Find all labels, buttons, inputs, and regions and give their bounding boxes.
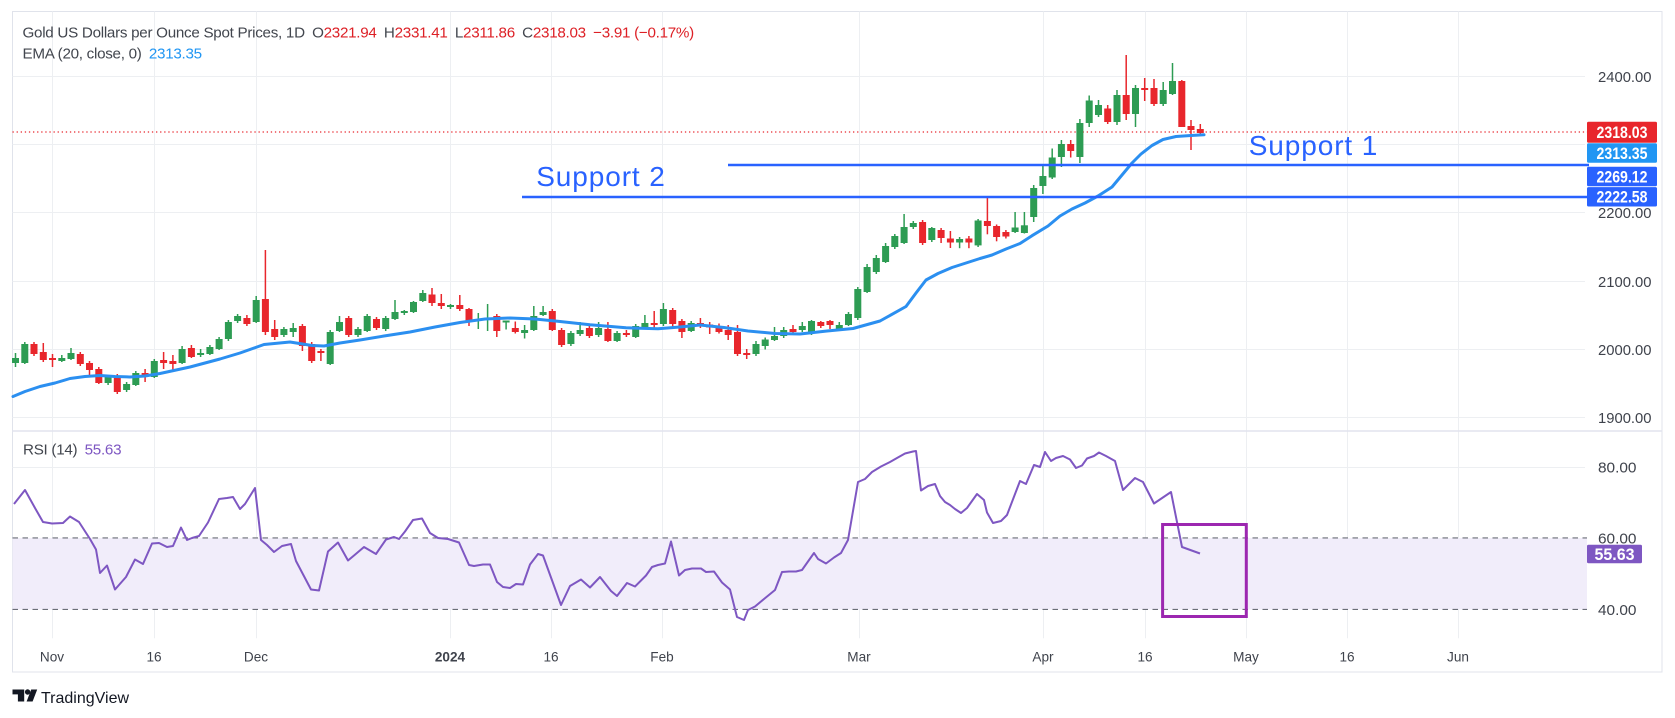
svg-text:Support 1: Support 1 — [1249, 130, 1379, 161]
svg-text:1900.00: 1900.00 — [1598, 410, 1652, 427]
svg-text:2024: 2024 — [435, 650, 466, 665]
svg-text:16: 16 — [146, 650, 161, 665]
svg-text:2000.00: 2000.00 — [1598, 342, 1652, 359]
svg-text:2100.00: 2100.00 — [1598, 274, 1652, 291]
svg-text:2318.03: 2318.03 — [1597, 124, 1648, 142]
svg-text:2200.00: 2200.00 — [1598, 205, 1652, 222]
svg-text:40.00: 40.00 — [1598, 602, 1637, 619]
svg-text:TradingView: TradingView — [41, 690, 129, 707]
svg-text:80.00: 80.00 — [1598, 460, 1637, 477]
svg-text:Support 2: Support 2 — [536, 161, 666, 192]
svg-text:RSI (14) 55.63: RSI (14) 55.63 — [23, 442, 121, 459]
svg-text:EMA (20, close, 0) 2313.35: EMA (20, close, 0) 2313.35 — [23, 46, 202, 63]
svg-text:Dec: Dec — [244, 650, 268, 665]
svg-text:Mar: Mar — [847, 650, 871, 665]
svg-text:60.00: 60.00 — [1598, 530, 1637, 547]
svg-text:2400.00: 2400.00 — [1598, 69, 1652, 86]
svg-text:May: May — [1233, 650, 1259, 665]
svg-text:2222.58: 2222.58 — [1597, 189, 1648, 207]
svg-text:16: 16 — [1137, 650, 1152, 665]
svg-text:2269.12: 2269.12 — [1597, 168, 1648, 186]
svg-text:Gold US Dollars per Ounce Spot: Gold US Dollars per Ounce Spot Prices, 1… — [23, 25, 695, 42]
svg-text:16: 16 — [543, 650, 558, 665]
svg-text:Jun: Jun — [1447, 650, 1469, 665]
svg-text:Apr: Apr — [1032, 650, 1054, 665]
svg-text:55.63: 55.63 — [1595, 546, 1635, 564]
svg-text:2313.35: 2313.35 — [1597, 145, 1648, 163]
svg-text:Nov: Nov — [40, 650, 64, 665]
svg-text:Feb: Feb — [650, 650, 673, 665]
svg-text:16: 16 — [1339, 650, 1354, 665]
